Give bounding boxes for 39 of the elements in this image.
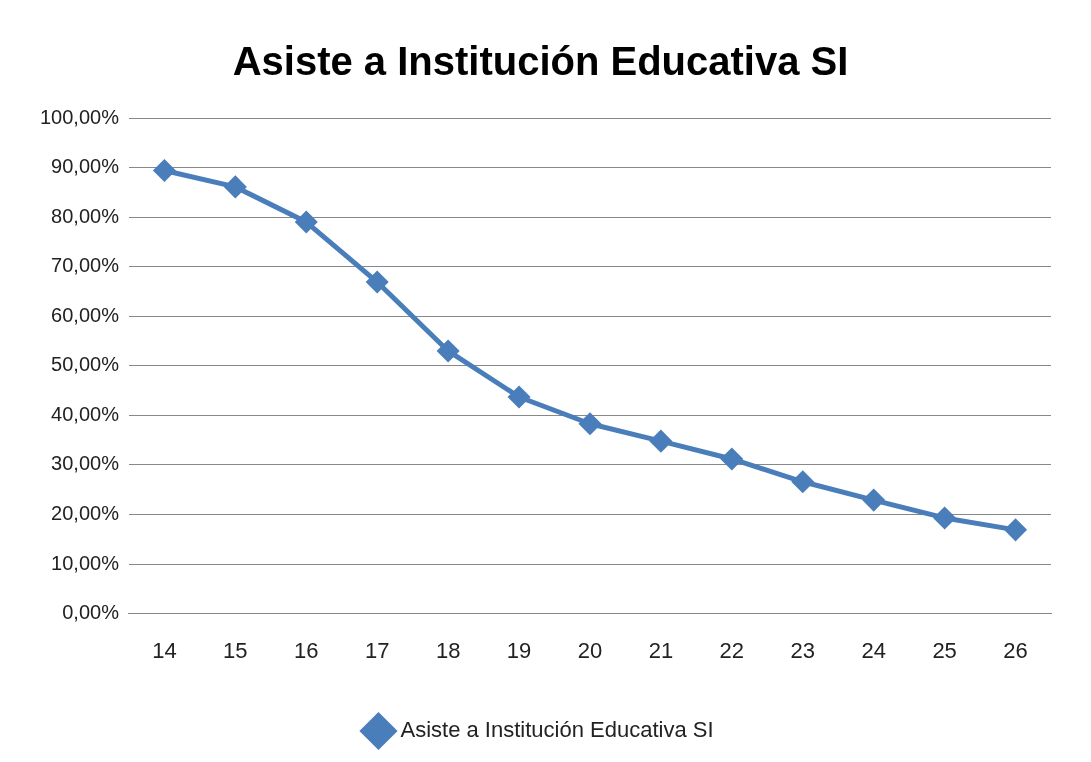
x-tick-label: 24 (861, 637, 886, 663)
point (153, 160, 175, 182)
y-tick-label: 50,00% (51, 353, 120, 376)
point (224, 176, 246, 198)
point (721, 448, 743, 470)
y-tick-label: 70,00% (51, 254, 120, 277)
point (792, 471, 814, 493)
chart-title: Asiste a Institución Educativa SI (232, 39, 849, 84)
point (650, 430, 672, 452)
x-tick-label: 17 (364, 637, 390, 663)
x-tick-label: 18 (435, 637, 461, 663)
y-tick-label: 30,00% (51, 452, 120, 475)
x-tick-label: 15 (223, 637, 248, 663)
point (508, 386, 530, 408)
y-tick-label: 20,00% (51, 502, 120, 524)
x-tick-label: 25 (932, 637, 957, 663)
y-tick-label: 90,00% (51, 155, 120, 178)
y-tick-label: 40,00% (51, 402, 120, 425)
x-tick-label: 14 (152, 637, 177, 663)
x-tick-label: 26 (1003, 637, 1028, 663)
point (437, 340, 459, 362)
x-tick-label: 20 (577, 637, 603, 663)
y-tick-label: 10,00% (51, 551, 120, 574)
x-tick-label: 21 (648, 637, 674, 663)
legend-label: Asiste a Institución Educativa SI (400, 717, 714, 743)
point (295, 211, 317, 233)
point (366, 271, 388, 293)
y-tick-label: 80,00% (51, 204, 120, 227)
x-tick-label: 19 (506, 637, 532, 663)
point (863, 489, 885, 511)
y-tick-label: 60,00% (51, 303, 120, 326)
y-tick-label: 0,00% (62, 601, 120, 624)
x-tick-label: 23 (790, 637, 815, 663)
x-tick-label: 22 (719, 637, 745, 663)
x-tick-label: 16 (294, 637, 319, 663)
point (579, 413, 601, 435)
y-tick-label: 100,00% (39, 105, 120, 128)
point (934, 507, 956, 529)
point (1005, 519, 1027, 541)
